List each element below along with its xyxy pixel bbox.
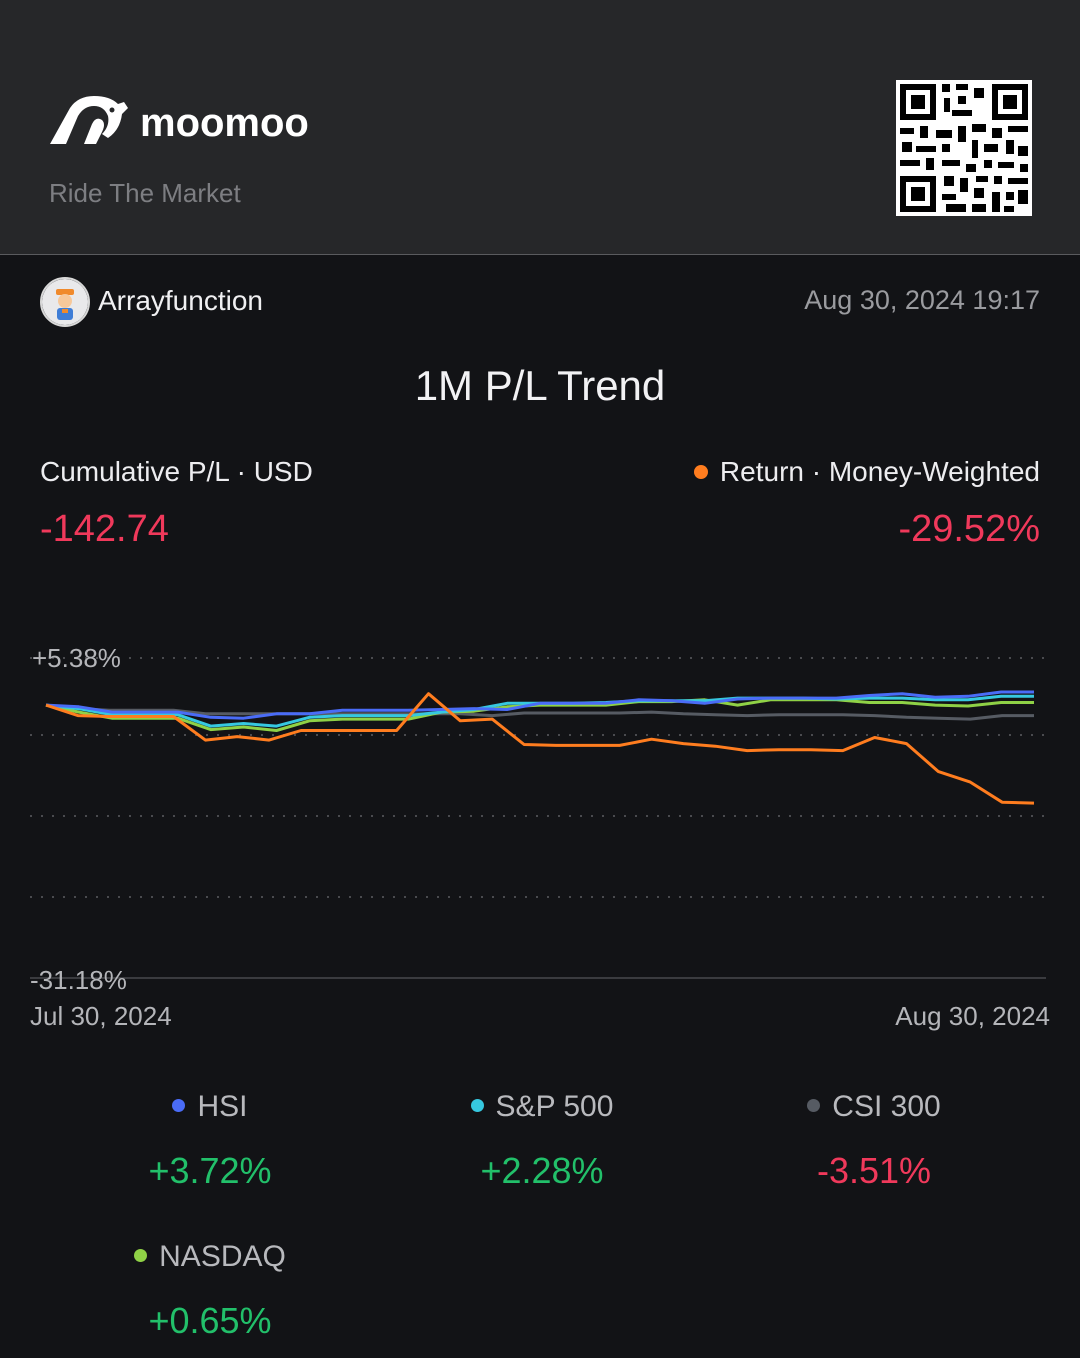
timestamp: Aug 30, 2024 19:17 [804,285,1040,315]
legend-item-sp500[interactable]: S&P 500 +2.28% [392,1090,692,1192]
user-avatar-icon[interactable] [40,277,90,327]
legend-value-sp500: +2.28% [480,1150,604,1191]
cumulative-pl-value: -142.74 [40,508,169,550]
legend-item-csi300[interactable]: CSI 300 -3.51% [724,1090,1024,1192]
pl-trend-chart[interactable]: +5.38% -31.18% Jul 30, 2024 Aug 30, 2024 [0,630,1080,1040]
legend-name-nasdaq: NASDAQ [159,1240,286,1273]
tagline: Ride The Market [49,178,241,208]
legend-item-hsi[interactable]: HSI +3.72% [60,1090,360,1192]
legend-value-nasdaq: +0.65% [148,1300,272,1341]
legend-name-sp500: S&P 500 [495,1090,614,1123]
legend-name-csi300: CSI 300 [832,1090,941,1123]
brand-logo: moomoo [48,90,338,150]
x-axis-start-label: Jul 30, 2024 [30,1001,172,1031]
legend-value-hsi: +3.72% [148,1150,272,1191]
series-line-return [45,692,1035,805]
series-line-nasdaq [45,698,1034,732]
y-axis-bottom-label: -31.18% [30,965,127,995]
series-line-hsi [45,690,1034,720]
user-row: Arrayfunction Aug 30, 2024 19:17 [40,277,1040,327]
username[interactable]: Arrayfunction [98,285,263,316]
app-header: moomoo Ride The Market [0,0,1080,255]
cumulative-pl-label: Cumulative P/L · USD [40,456,313,487]
moomoo-bull-icon: moomoo [50,96,309,145]
qr-code-icon [896,80,1032,216]
y-axis-top-label: +5.38% [32,643,121,673]
return-value: -29.52% [898,508,1040,550]
legend-dot-sp500 [470,1099,484,1112]
legend-value-csi300: -3.51% [816,1150,932,1191]
legend-item-nasdaq[interactable]: NASDAQ +0.65% [60,1240,360,1342]
page-title: 1M P/L Trend [414,362,666,409]
legend-name-hsi: HSI [197,1090,248,1123]
return-label: Return · Money-Weighted [719,456,1040,487]
x-axis-end-label: Aug 30, 2024 [895,1001,1050,1031]
return-legend-dot [693,465,708,479]
series-line-csi-300 [45,703,1034,721]
legend-dot-hsi [172,1099,186,1112]
legend-dot-nasdaq [134,1249,148,1262]
brand-name: moomoo [140,101,309,145]
legend-dot-csi300 [807,1099,821,1112]
chart-svg: +5.38% -31.18% Jul 30, 2024 Aug 30, 2024 [30,643,1050,1031]
return-label-row: Return · Money-Weighted [693,456,1040,488]
